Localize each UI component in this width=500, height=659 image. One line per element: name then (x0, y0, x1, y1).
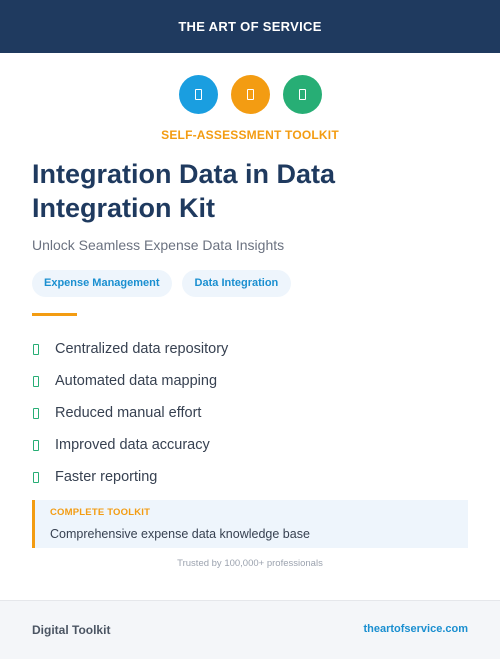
website-link[interactable]: theartofservice.com (363, 623, 468, 635)
icon-row (0, 75, 500, 114)
tag-expense-management: Expense Management (32, 270, 172, 297)
toolkit-description: Comprehensive expense data knowledge bas… (50, 527, 310, 541)
page-subtitle: Unlock Seamless Expense Data Insights (32, 237, 285, 253)
document-icon (282, 75, 322, 114)
trust-note: Trusted by 100,000+ professionals (177, 558, 323, 569)
check-icon (33, 407, 39, 419)
feature-text: Automated data mapping (55, 373, 218, 389)
page-title: Integration Data in Data Integration Kit (32, 159, 336, 223)
document-icon (230, 75, 270, 114)
accent-divider (32, 313, 77, 316)
feature-text: Faster reporting (55, 469, 158, 485)
brand-name: THE ART OF SERVICE (178, 19, 322, 34)
list-item: Reduced manual effort (32, 397, 228, 429)
tag-data-integration: Data Integration (181, 270, 292, 297)
list-item: Improved data accuracy (32, 429, 228, 461)
check-icon (33, 439, 39, 451)
feature-text: Reduced manual effort (55, 405, 202, 421)
footer-bar: Digital Toolkit theartofservice.com (0, 600, 500, 659)
feature-list: Centralized data repository Automated da… (32, 333, 228, 493)
toolkit-label: COMPLETE TOOLKIT (50, 507, 151, 518)
footer-label: Digital Toolkit (32, 623, 111, 637)
toolkit-callout: COMPLETE TOOLKIT Comprehensive expense d… (32, 500, 468, 548)
document-icon (178, 75, 218, 114)
check-icon (33, 343, 39, 355)
header-bar: THE ART OF SERVICE (0, 0, 500, 53)
tag-list: Expense Management Data Integration (32, 270, 292, 297)
list-item: Faster reporting (32, 461, 228, 493)
feature-text: Centralized data repository (55, 341, 229, 357)
check-icon (33, 471, 39, 483)
feature-text: Improved data accuracy (55, 437, 210, 453)
list-item: Centralized data repository (32, 333, 228, 365)
check-icon (33, 375, 39, 387)
kicker-label: SELF-ASSESSMENT TOOLKIT (161, 128, 339, 142)
list-item: Automated data mapping (32, 365, 228, 397)
